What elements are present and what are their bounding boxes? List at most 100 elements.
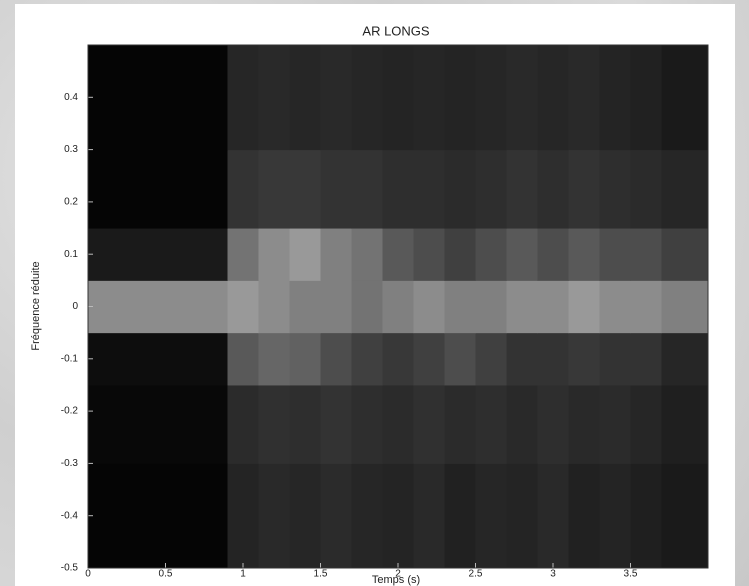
heatmap-cell [661,463,709,569]
heatmap-cell [506,149,538,229]
heatmap-cell [630,228,662,281]
heatmap-cell [88,45,228,151]
heatmap-cell [568,280,600,334]
heatmap-cell [568,149,600,229]
heatmap-cell [475,384,507,464]
x-tick-label: 3.5 [624,569,638,580]
heatmap-cell [630,463,662,569]
heatmap-cell [661,228,709,281]
heatmap-cell [382,45,414,151]
y-tick-label: 0 [72,301,78,312]
heatmap-cell [382,384,414,464]
heatmap-cell [413,228,445,281]
heatmap-cell [258,45,290,151]
heatmap-cell [537,280,569,334]
heatmap-cell [537,332,569,386]
heatmap-cell [289,228,321,281]
heatmap-cell [630,384,662,464]
heatmap-cell [568,228,600,281]
heatmap-cell [630,332,662,386]
heatmap-cell [537,463,569,569]
heatmap-cell [537,228,569,281]
heatmap-cell [537,384,569,464]
heatmap-cell [475,149,507,229]
heatmap-cell [630,45,662,151]
heatmap-cell [227,384,259,464]
y-tick-label: -0.1 [61,353,79,364]
heatmap-cell [599,45,631,151]
heatmap-cell [289,384,321,464]
heatmap-cell [227,280,259,334]
heatmap-cell [599,228,631,281]
heatmap-cell [227,463,259,569]
heatmap-cell [537,45,569,151]
heatmap-cell [320,384,352,464]
heatmap-cell [661,384,709,464]
heatmap-cell [289,45,321,151]
heatmap-cell [475,332,507,386]
y-tick-label: -0.5 [61,563,79,574]
y-tick-label: 0.3 [64,144,78,155]
heatmap-cell [506,463,538,569]
y-tick-label: -0.4 [61,510,79,521]
heatmap-cell [475,280,507,334]
heatmap-cell [351,384,383,464]
heatmap-cell [227,149,259,229]
heatmap-cell [444,332,476,386]
y-tick-label: 0.1 [64,249,78,260]
x-tick-label: 1.5 [314,569,328,580]
heatmap-cell [599,384,631,464]
heatmap-cell [320,45,352,151]
heatmap-cell [661,45,709,151]
heatmap-cell [506,332,538,386]
heatmap-cell [382,228,414,281]
heatmap-cell [444,228,476,281]
heatmap-cell [320,332,352,386]
heatmap-cell [599,463,631,569]
heatmap-cell [506,384,538,464]
heatmap-cell [382,149,414,229]
heatmap-cell [320,149,352,229]
x-tick-label: 2 [395,569,401,580]
heatmap-cell [568,384,600,464]
heatmap-cell [258,384,290,464]
heatmap-cell [258,332,290,386]
y-axis-label: Fréquence réduite [30,261,42,350]
heatmap-cell [88,384,228,464]
heatmap-cell [475,463,507,569]
heatmap-cell [227,228,259,281]
heatmap-cell [413,332,445,386]
heatmap-cell [351,463,383,569]
heatmap-cell [599,280,631,334]
heatmap-cell [475,45,507,151]
heatmap-cell [227,45,259,151]
heatmap-cell [475,228,507,281]
heatmap-cell [351,332,383,386]
heatmap-cell [258,149,290,229]
x-tick-label: 0 [85,569,91,580]
heatmap-cell [661,280,709,334]
heatmap-cell [413,384,445,464]
heatmap-cell [382,332,414,386]
heatmap-cell [88,228,228,281]
heatmap-cell [506,280,538,334]
heatmap-cell [88,463,228,569]
heatmap-cell [444,149,476,229]
heatmap-cell [351,45,383,151]
x-tick-label: 2.5 [469,569,483,580]
heatmap-cell [661,149,709,229]
heatmap-cell [227,332,259,386]
y-tick-label: -0.2 [61,406,79,417]
y-tick-label: 0.4 [64,92,78,103]
heatmap-cell [258,228,290,281]
heatmap-cell [289,463,321,569]
heatmap-cell [351,280,383,334]
heatmap-cell [661,332,709,386]
heatmap-cell [320,463,352,569]
heatmap-cell [413,45,445,151]
heatmap-cell [599,149,631,229]
heatmap-cell [568,332,600,386]
heatmap-cell [506,45,538,151]
heatmap-cell [88,149,228,229]
